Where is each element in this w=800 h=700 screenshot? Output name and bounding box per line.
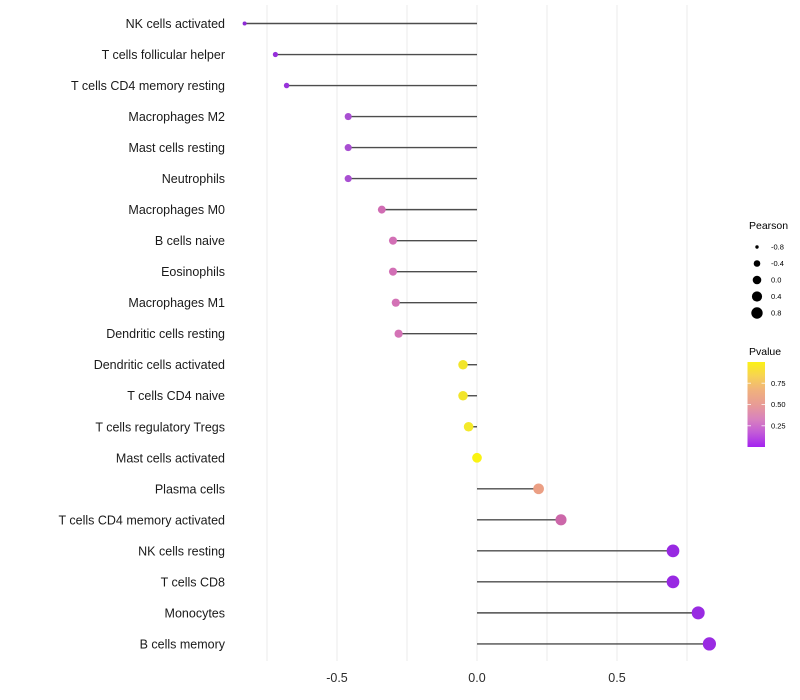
category-label: Plasma cells xyxy=(155,482,225,496)
lollipop-dot xyxy=(388,267,398,276)
legend-size-label: -0.8 xyxy=(771,243,784,252)
lollipop-dot xyxy=(458,359,468,370)
category-label: Dendritic cells activated xyxy=(94,358,225,372)
legend-size-dot xyxy=(751,291,763,302)
legend-size-dot xyxy=(755,245,759,249)
x-axis-tick-label: 0.5 xyxy=(608,671,625,685)
legend-size-dot xyxy=(753,260,761,267)
category-label: Mast cells resting xyxy=(128,141,225,155)
x-axis-tick-label: -0.5 xyxy=(326,671,348,685)
legend-size-label: 0.0 xyxy=(771,276,781,285)
legend-size-label: 0.4 xyxy=(771,292,781,301)
lollipop-dot xyxy=(463,421,474,432)
legend-size-label: 0.8 xyxy=(771,309,781,318)
lollipop-dot xyxy=(666,575,680,589)
lollipop-dot xyxy=(458,390,468,401)
category-label: T cells follicular helper xyxy=(102,48,225,62)
lollipop-dot xyxy=(377,205,386,214)
category-label: Macrophages M2 xyxy=(128,110,225,124)
lollipop-dot xyxy=(391,298,400,307)
legend-size-dot xyxy=(751,307,763,319)
lollipop-dot xyxy=(344,175,352,183)
category-label: T cells CD4 memory resting xyxy=(71,79,225,93)
lollipop-dot xyxy=(555,514,567,526)
category-label: Neutrophils xyxy=(162,172,225,186)
category-label: B cells memory xyxy=(140,637,226,651)
pvalue-legend-title: Pvalue xyxy=(749,346,782,358)
lollipop-dot xyxy=(472,452,482,463)
legend-size-label: -0.4 xyxy=(771,259,784,268)
category-label: Dendritic cells resting xyxy=(106,327,225,341)
category-label: Monocytes xyxy=(165,606,225,620)
category-label: T cells CD4 naive xyxy=(127,389,225,403)
category-label: Eosinophils xyxy=(161,265,225,279)
category-label: T cells CD4 memory activated xyxy=(59,513,226,527)
category-label: T cells regulatory Tregs xyxy=(95,420,225,434)
category-label: Mast cells activated xyxy=(116,451,225,465)
pearson-legend-title: Pearson xyxy=(749,220,789,232)
category-label: NK cells activated xyxy=(126,17,225,31)
lollipop-dot xyxy=(283,82,290,89)
pvalue-colorbar xyxy=(747,362,765,447)
lollipop-dot xyxy=(344,144,352,152)
lollipop-dot xyxy=(666,544,680,558)
lollipop-dot xyxy=(394,329,403,338)
category-label: Macrophages M0 xyxy=(128,203,225,217)
x-axis-tick-label: 0.0 xyxy=(468,671,485,685)
lollipop-dot xyxy=(691,606,705,620)
category-label: B cells naive xyxy=(155,234,225,248)
colorbar-tick-label: 0.25 xyxy=(771,421,786,430)
legend-size-dot xyxy=(752,275,762,285)
lollipop-dot xyxy=(272,51,278,58)
category-label: T cells CD8 xyxy=(161,575,225,589)
colorbar-tick-label: 0.50 xyxy=(771,400,786,409)
lollipop-dot xyxy=(242,21,247,26)
lollipop-dot xyxy=(702,637,717,651)
lollipop-dot xyxy=(388,236,398,245)
lollipop-dot xyxy=(533,483,544,495)
category-label: NK cells resting xyxy=(138,544,225,558)
lollipop-dot xyxy=(344,113,352,121)
category-label: Macrophages M1 xyxy=(128,296,225,310)
colorbar-tick-label: 0.75 xyxy=(771,379,786,388)
